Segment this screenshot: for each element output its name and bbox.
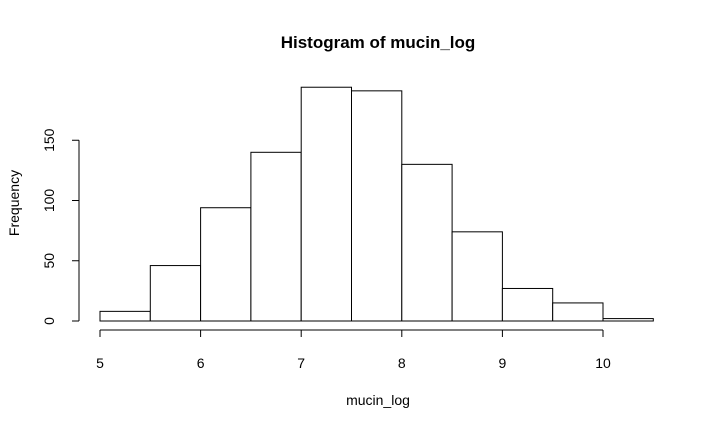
y-tick-label: 50 (41, 253, 57, 269)
histogram-bar-10 (552, 302, 604, 322)
histogram-bar-5 (300, 86, 353, 322)
x-axis: 5 6 7 8 9 10 (96, 329, 611, 371)
x-tick-label: 8 (398, 355, 406, 371)
histogram-bar-9 (501, 287, 554, 322)
y-axis-label: Frequency (6, 170, 22, 236)
y-tick-label: 0 (41, 317, 57, 325)
y-tick-label: 150 (41, 128, 57, 152)
histogram-bar-7 (401, 163, 453, 322)
chart-title: Histogram of mucin_log (281, 33, 476, 52)
x-tick-label: 7 (297, 355, 305, 371)
histogram-bar-8 (451, 231, 503, 322)
histogram-bar-4 (250, 151, 302, 322)
x-tick-label: 10 (595, 355, 611, 371)
y-axis: 0 50 100 150 (41, 128, 80, 325)
histogram-bar-1 (99, 310, 151, 322)
histogram-bar-6 (351, 90, 403, 322)
histogram-bar-11 (602, 318, 654, 322)
x-tick-label: 9 (499, 355, 507, 371)
x-axis-label: mucin_log (346, 392, 410, 408)
x-tick-label: 5 (96, 355, 104, 371)
histogram-bar-3 (200, 207, 252, 322)
y-tick-label: 100 (41, 189, 57, 213)
histogram-bar-2 (149, 265, 202, 322)
bars-group (99, 86, 654, 322)
x-tick-label: 6 (197, 355, 205, 371)
